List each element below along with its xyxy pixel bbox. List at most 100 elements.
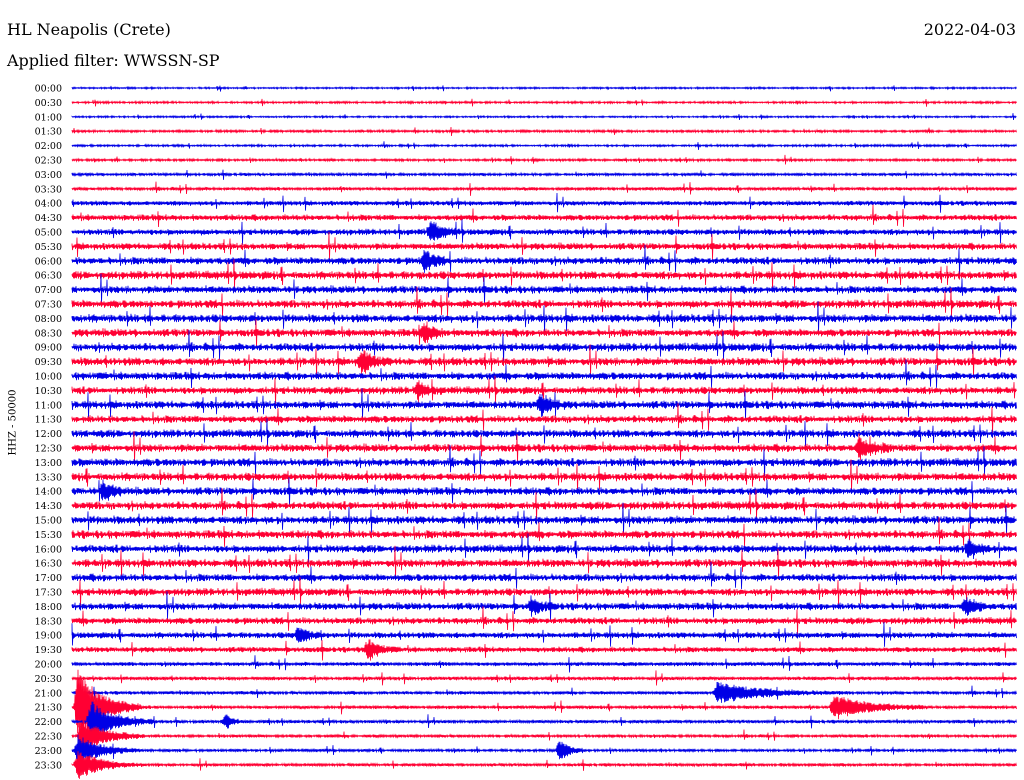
row-time-label: 03:30 <box>35 184 62 195</box>
row-time-label: 06:30 <box>35 271 62 282</box>
row-time-label: 22:00 <box>35 717 62 728</box>
row-time-label: 10:00 <box>35 372 62 383</box>
row-time-label: 18:00 <box>35 602 62 613</box>
trace-row <box>71 751 1017 779</box>
trace-row <box>71 113 1017 121</box>
row-time-label: 19:30 <box>35 645 62 656</box>
row-time-label: 15:30 <box>35 530 62 541</box>
row-time-label: 07:00 <box>35 285 62 296</box>
trace-row <box>71 577 1017 608</box>
row-time-label: 15:00 <box>35 516 62 527</box>
row-time-label: 00:00 <box>35 84 62 95</box>
row-time-label: 21:00 <box>35 688 62 699</box>
trace-row <box>71 388 1017 421</box>
row-time-label: 13:30 <box>35 472 62 483</box>
trace-row <box>71 219 1017 245</box>
trace-row <box>71 85 1017 92</box>
trace-row <box>71 639 1017 661</box>
trace-row <box>71 606 1017 636</box>
trace-row <box>71 459 1017 493</box>
trace-row <box>71 344 1017 379</box>
row-time-label: 19:00 <box>35 631 62 642</box>
row-time-label: 23:00 <box>35 746 62 757</box>
trace-row <box>71 655 1017 673</box>
row-time-label: 14:30 <box>35 501 62 512</box>
row-time-label: 23:30 <box>35 760 62 771</box>
row-time-label: 02:00 <box>35 141 62 152</box>
trace-row <box>71 591 1017 622</box>
trace-row <box>71 561 1017 590</box>
row-time-label: 02:30 <box>35 156 62 167</box>
trace-row <box>71 622 1017 647</box>
trace-row <box>71 329 1017 365</box>
row-time-label: 05:00 <box>35 228 62 239</box>
trace-row <box>71 517 1017 547</box>
trace-row <box>71 375 1017 407</box>
trace-row <box>71 502 1017 537</box>
row-time-label: 11:00 <box>35 400 62 411</box>
trace-row <box>71 545 1017 580</box>
trace-row <box>71 488 1017 523</box>
trace-row <box>71 141 1017 150</box>
trace-row <box>71 259 1017 291</box>
trace-row <box>71 701 1017 740</box>
row-time-label: 14:00 <box>35 487 62 498</box>
row-time-label: 06:00 <box>35 256 62 267</box>
row-time-label: 17:00 <box>35 573 62 584</box>
row-time-label: 09:00 <box>35 343 62 354</box>
trace-row <box>71 273 1017 305</box>
trace-row <box>71 169 1017 180</box>
trace-row <box>71 359 1017 389</box>
row-time-label: 08:00 <box>35 314 62 325</box>
trace-row <box>71 431 1017 464</box>
trace-row <box>71 286 1017 322</box>
row-time-label: 09:30 <box>35 357 62 368</box>
trace-row <box>71 670 1017 686</box>
trace-row <box>71 154 1017 165</box>
filter-label: Applied filter: WWSSN-SP <box>7 51 220 70</box>
row-time-label: 18:30 <box>35 616 62 627</box>
trace-row <box>71 204 1017 228</box>
row-time-label: 20:30 <box>35 674 62 685</box>
trace-row <box>71 300 1017 334</box>
trace-row <box>71 445 1017 480</box>
row-time-label: 21:30 <box>35 703 62 714</box>
trace-row <box>71 126 1017 137</box>
row-time-label: 20:00 <box>35 660 62 671</box>
row-time-label: 07:30 <box>35 300 62 311</box>
row-time-label: 08:30 <box>35 328 62 339</box>
row-time-label: 13:00 <box>35 458 62 469</box>
trace-row <box>71 681 1017 703</box>
row-time-label: 22:30 <box>35 732 62 743</box>
row-time-label: 05:30 <box>35 242 62 253</box>
trace-row <box>71 318 1017 349</box>
trace-row <box>71 418 1017 449</box>
date-label: 2022-04-03 <box>923 20 1016 39</box>
trace-row <box>71 244 1017 277</box>
station-title: HL Neapolis (Crete) <box>7 20 171 39</box>
row-time-label: 12:30 <box>35 444 62 455</box>
trace-row <box>71 192 1017 213</box>
row-time-label: 01:00 <box>35 112 62 123</box>
trace-row <box>71 231 1017 261</box>
trace-row <box>71 403 1017 435</box>
row-time-label: 16:30 <box>35 559 62 570</box>
row-time-label: 17:30 <box>35 588 62 599</box>
row-time-label: 01:30 <box>35 127 62 138</box>
trace-row <box>71 181 1017 196</box>
trace-row <box>71 533 1017 566</box>
trace-row <box>71 734 1017 766</box>
row-time-label: 11:30 <box>35 415 62 426</box>
row-time-label: 10:30 <box>35 386 62 397</box>
trace-row <box>71 477 1017 507</box>
row-time-label: 00:30 <box>35 98 62 109</box>
row-time-label: 12:00 <box>35 429 62 440</box>
row-time-label: 04:00 <box>35 199 62 210</box>
trace-row <box>71 719 1017 754</box>
trace-row <box>71 669 1017 741</box>
row-time-label: 03:00 <box>35 170 62 181</box>
row-time-label: 04:30 <box>35 213 62 224</box>
row-time-label: 16:00 <box>35 544 62 555</box>
trace-row <box>71 98 1017 107</box>
